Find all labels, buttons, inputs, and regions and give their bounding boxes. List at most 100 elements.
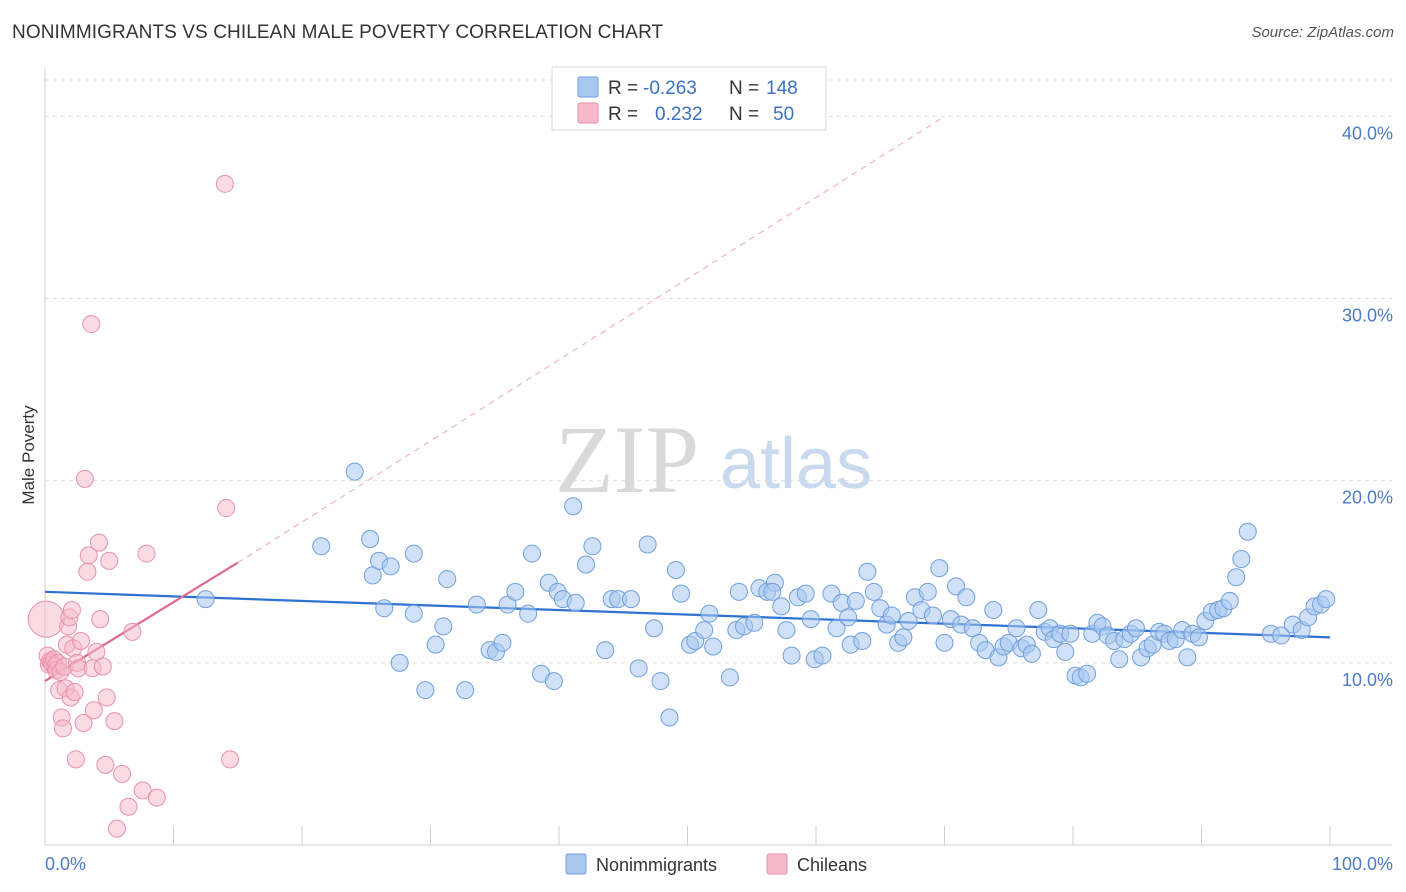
nonimmigrants-point-138 [1232,550,1251,569]
nonimmigrants-point-9 [404,544,423,563]
nonimmigrants-point-94 [984,601,1003,620]
nonimmigrants-point-107 [1056,642,1075,661]
chileans-point-36 [91,610,110,629]
nonimmigrants-point-13 [434,617,453,636]
legend-r-label-0: R = [608,78,638,99]
nonimmigrants-point-131 [1189,628,1208,647]
chileans-point-22 [65,683,84,701]
y-tick-label-20: 20.0% [1342,488,1393,508]
chileans-point-44 [119,797,138,816]
nonimmigrants-point-10 [404,604,423,623]
legend-swatch-chileans [577,102,599,124]
nonimmigrants-point-59 [777,621,796,640]
nonimmigrants-point-22 [519,604,538,623]
chileans-point-0 [27,600,65,638]
nonimmigrants-point-101 [1022,644,1041,663]
legend-swatch-nonimmigrants [577,76,599,98]
axes [44,68,1392,846]
legend-n-label-0: N = [729,78,759,99]
chileans-point-31 [82,315,101,334]
tick-labels: 10.0% 20.0% 30.0% 40.0% 0.0% 100.0% [45,123,1393,874]
nonimmigrants-point-7 [381,557,400,576]
nonimmigrants-point-58 [772,597,791,616]
nonimmigrants-point-47 [700,604,719,623]
nonimmigrants-point-36 [621,590,640,609]
data-points [27,174,1336,838]
nonimmigrants-point-102 [1029,601,1048,620]
chileans-point-51 [221,750,240,769]
nonimmigrants-point-23 [523,544,542,563]
chileans-point-27 [74,713,93,732]
series-legend: Nonimmigrants Chileans [565,853,867,875]
nonimmigrants-point-16 [467,595,486,614]
chileans-point-41 [105,712,124,731]
nonimmigrants-point-73 [858,562,877,581]
nonimmigrants-point-43 [672,584,691,603]
nonimmigrants-point-60 [782,646,801,665]
nonimmigrants-point-62 [796,584,815,603]
legend-n-value-0: 148 [766,78,798,99]
watermark-zip: ZIP [555,406,699,513]
nonimmigrants-point-3 [361,530,380,548]
nonimmigrants-point-86 [935,633,954,652]
chileans-point-23 [66,750,85,769]
nonimmigrants-point-15 [456,681,475,700]
chileans-point-46 [133,781,152,800]
nonimmigrants-point-108 [1061,624,1080,643]
bottom-legend-swatch-chileans [766,853,788,875]
grid-lines [45,79,1392,664]
nonimmigrants-point-57 [763,582,782,601]
chileans-point-39 [97,688,116,707]
y-tick-label-30: 30.0% [1342,306,1393,326]
nonimmigrants-point-90 [957,588,976,607]
chileans-point-47 [137,544,156,563]
nonimmigrants-point-63 [801,610,820,629]
nonimmigrants-point-79 [894,628,913,647]
nonimmigrants-point-19 [493,633,512,652]
nonimmigrants-point-98 [1007,619,1026,638]
nonimmigrants-point-120 [1126,619,1145,638]
nonimmigrants-point-137 [1227,568,1246,587]
nonimmigrants-point-49 [720,668,739,687]
chileans-point-40 [100,551,119,570]
nonimmigrants-point-147 [1317,590,1336,609]
bottom-legend-label-nonimmigrants: Nonimmigrants [596,855,717,875]
nonimmigrants-point-69 [839,608,858,627]
source-label: Source: ZipAtlas.com [1251,24,1394,41]
y-axis-title: Male Poverty [19,405,38,505]
nonimmigrants-point-31 [576,555,595,574]
nonimmigrants-point-139 [1238,522,1257,541]
chileans-point-33 [84,701,103,720]
nonimmigrants-point-2 [345,462,364,481]
nonimmigrants-point-53 [745,613,764,632]
legend-n-label-1: N = [729,104,759,125]
nonimmigrants-point-29 [564,497,583,516]
chileans-point-48 [147,788,166,807]
chileans-point-37 [93,657,112,676]
nonimmigrants-point-30 [566,593,585,612]
correlation-legend: R = -0.263 N = 148 R = 0.232 N = 50 [551,66,827,131]
nonimmigrants-point-129 [1178,648,1197,667]
nonimmigrants-point-38 [638,535,657,554]
nonimmigrants-point-21 [506,582,525,601]
nonimmigrants-point-77 [882,606,901,625]
chileans-point-38 [96,755,115,774]
nonimmigrants-point-48 [704,637,723,656]
chileans-point-50 [217,499,236,518]
chileans-point-45 [123,622,142,641]
chart-title: NONIMMIGRANTS VS CHILEAN MALE POVERTY CO… [12,22,664,43]
nonimmigrants-point-85 [930,559,949,578]
y-tick-label-40: 40.0% [1342,123,1393,143]
nonimmigrants-point-37 [629,659,648,678]
bottom-legend-label-chileans: Chileans [797,855,867,875]
x-tick-label-max: 100.0% [1332,854,1393,874]
nonimmigrants-point-33 [596,641,615,660]
chileans-point-43 [113,764,132,783]
legend-n-value-1: 50 [773,104,794,125]
chileans-point-49 [215,174,234,193]
nonimmigrants-point-67 [827,619,846,638]
watermark-atlas: atlas [720,424,872,504]
nonimmigrants-point-42 [666,560,685,579]
nonimmigrants-point-117 [1110,650,1129,669]
